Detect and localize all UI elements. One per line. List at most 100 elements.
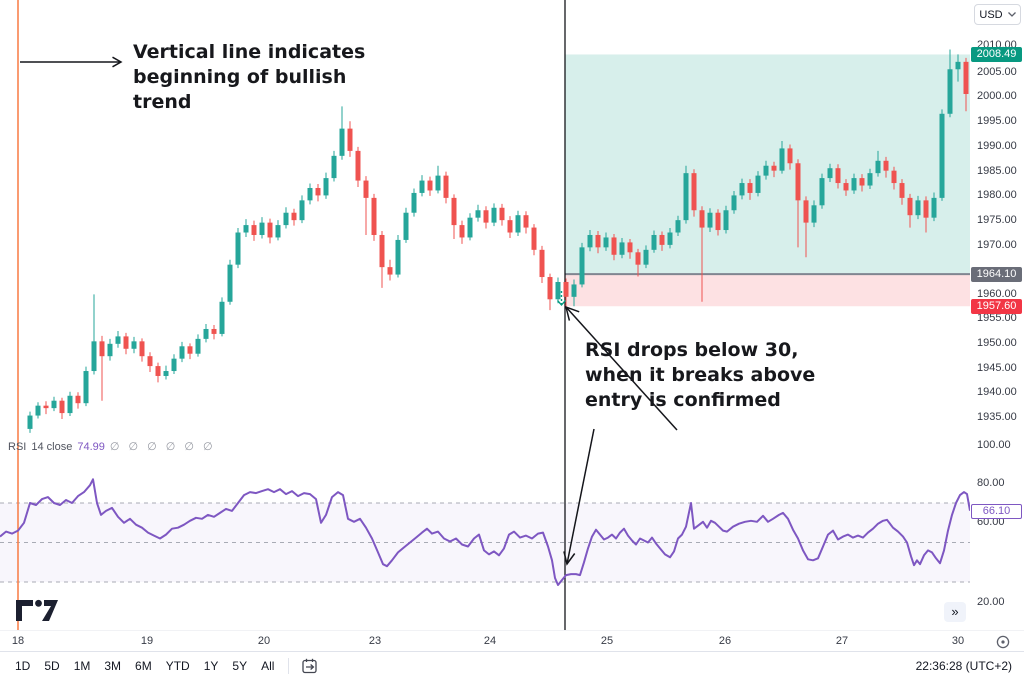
price-axis-label: 1960.00	[977, 288, 1017, 300]
candle-body	[227, 264, 233, 302]
candle-body	[883, 160, 889, 171]
candle-body	[355, 150, 361, 181]
candle-body	[443, 175, 449, 198]
candle-body	[179, 346, 185, 359]
time-axis-label: 18	[11, 635, 25, 647]
candle-body	[67, 395, 73, 414]
time-axis[interactable]: 18 19 20 23 24 25 26 27 30	[0, 630, 1024, 651]
candle-body	[547, 277, 553, 300]
range-button-3m[interactable]: 3M	[104, 659, 122, 673]
annotation-line: entry is confirmed	[585, 389, 781, 411]
range-button-1d[interactable]: 1D	[15, 659, 31, 673]
candle-body	[427, 180, 433, 191]
rsi-indicator-legend[interactable]: RSI 14 close 74.99 ∅ ∅ ∅ ∅ ∅ ∅	[8, 440, 216, 454]
candle-body	[811, 205, 817, 223]
chart-canvas[interactable]	[0, 0, 970, 630]
candle-body	[643, 249, 649, 265]
candle-body	[667, 232, 673, 245]
candle-body	[747, 183, 753, 193]
candle-body	[195, 338, 201, 354]
candle-body	[499, 207, 505, 221]
range-button-all[interactable]: All	[261, 659, 275, 673]
annotation-line: RSI drops below 30,	[585, 339, 799, 361]
candle-body	[715, 212, 721, 231]
candle-body	[363, 180, 369, 198]
candle-body	[171, 358, 177, 372]
candle-body	[867, 173, 873, 186]
candle-body	[115, 336, 121, 344]
long-position-profit-zone	[565, 54, 970, 275]
bottom-toolbar: 1D 5D 1M 3M 6M YTD 1Y 5Y All 22:36:28 (UTC+2)	[0, 651, 1024, 680]
candle-body	[627, 242, 633, 253]
arrow-down-marker-head	[556, 300, 567, 307]
range-button-5y[interactable]: 5Y	[232, 659, 248, 673]
rsi-trough-arrow-head	[563, 551, 576, 566]
candle-body	[731, 195, 737, 211]
indicator-value: 74.99	[77, 440, 105, 453]
long-position-loss-zone	[565, 274, 970, 307]
candle-body	[579, 247, 585, 285]
range-button-1m[interactable]: 1M	[73, 659, 91, 673]
price-axis-label: 1990.00	[977, 140, 1017, 152]
candle-body	[59, 400, 65, 414]
price-axis[interactable]: 2010.00 2005.00 2000.00 1995.00 1990.00 1985.…	[970, 0, 1024, 630]
collapse-pane-button[interactable]: »	[944, 602, 966, 622]
candle-body	[403, 212, 409, 240]
candle-body	[611, 237, 617, 255]
candle-body	[107, 343, 113, 357]
price-low-arrow	[565, 306, 678, 431]
price-axis-label: 1945.00	[977, 362, 1017, 374]
candle-body	[331, 155, 337, 179]
candle-body	[835, 168, 841, 184]
price-axis-label: 2000.00	[977, 90, 1017, 102]
candle-body	[675, 220, 681, 233]
range-button-1y[interactable]: 1Y	[203, 659, 219, 673]
time-axis-label: 25	[600, 635, 614, 647]
go-to-date-button[interactable]	[296, 656, 325, 676]
toolbar-divider	[288, 658, 290, 674]
candle-body	[603, 237, 609, 248]
candle-body	[947, 69, 953, 114]
time-axis-label: 30	[951, 635, 965, 647]
candle-body	[475, 210, 481, 218]
scale-settings-icon[interactable]	[994, 634, 1012, 650]
rsi-line	[0, 478, 970, 586]
price-axis-label: 1955.00	[977, 312, 1017, 324]
candle-body	[123, 336, 129, 349]
candle-body	[211, 328, 217, 334]
candle-body	[75, 395, 81, 404]
range-button-6m[interactable]: 6M	[135, 659, 152, 673]
candle-body	[43, 405, 49, 409]
rsi-annotation-text[interactable]: RSI drops below 30, when it breaks above…	[585, 338, 815, 413]
chevron-double-right-icon: »	[951, 604, 959, 619]
candle-body	[91, 341, 97, 372]
candle-body	[819, 178, 825, 206]
candle-body	[267, 222, 273, 238]
price-badge-2008.49: 2008.49	[971, 46, 1022, 62]
candle-body	[219, 301, 225, 334]
candle-body	[155, 366, 161, 376]
rsi-trough-arrow	[566, 428, 595, 565]
candle-body	[651, 234, 657, 250]
annotation-line: Vertical line indicates	[133, 41, 366, 63]
candle-body	[779, 148, 785, 171]
tradingview-logo[interactable]	[16, 599, 64, 623]
price-axis-label: 1985.00	[977, 165, 1017, 177]
candle-body	[379, 234, 385, 268]
candle-body	[771, 165, 777, 171]
candle-body	[459, 225, 465, 238]
price-axis-label: 1940.00	[977, 386, 1017, 398]
candle-body	[955, 61, 961, 70]
candle-body	[283, 212, 289, 226]
range-button-5d[interactable]: 5D	[44, 659, 60, 673]
candle-body	[339, 128, 345, 156]
candle-body	[555, 281, 561, 300]
currency-button[interactable]: USD	[974, 4, 1021, 25]
clock-timestamp[interactable]: 22:36:28 (UTC+2)	[915, 659, 1012, 673]
vline-annotation-text[interactable]: Vertical line indicates beginning of bul…	[133, 40, 365, 115]
range-button-ytd[interactable]: YTD	[165, 659, 190, 673]
indicator-params: 14 close	[31, 440, 73, 453]
indicator-hidden-values: ∅ ∅ ∅ ∅ ∅ ∅	[109, 441, 216, 453]
candle-body	[963, 61, 969, 94]
currency-label: USD	[979, 8, 1003, 21]
